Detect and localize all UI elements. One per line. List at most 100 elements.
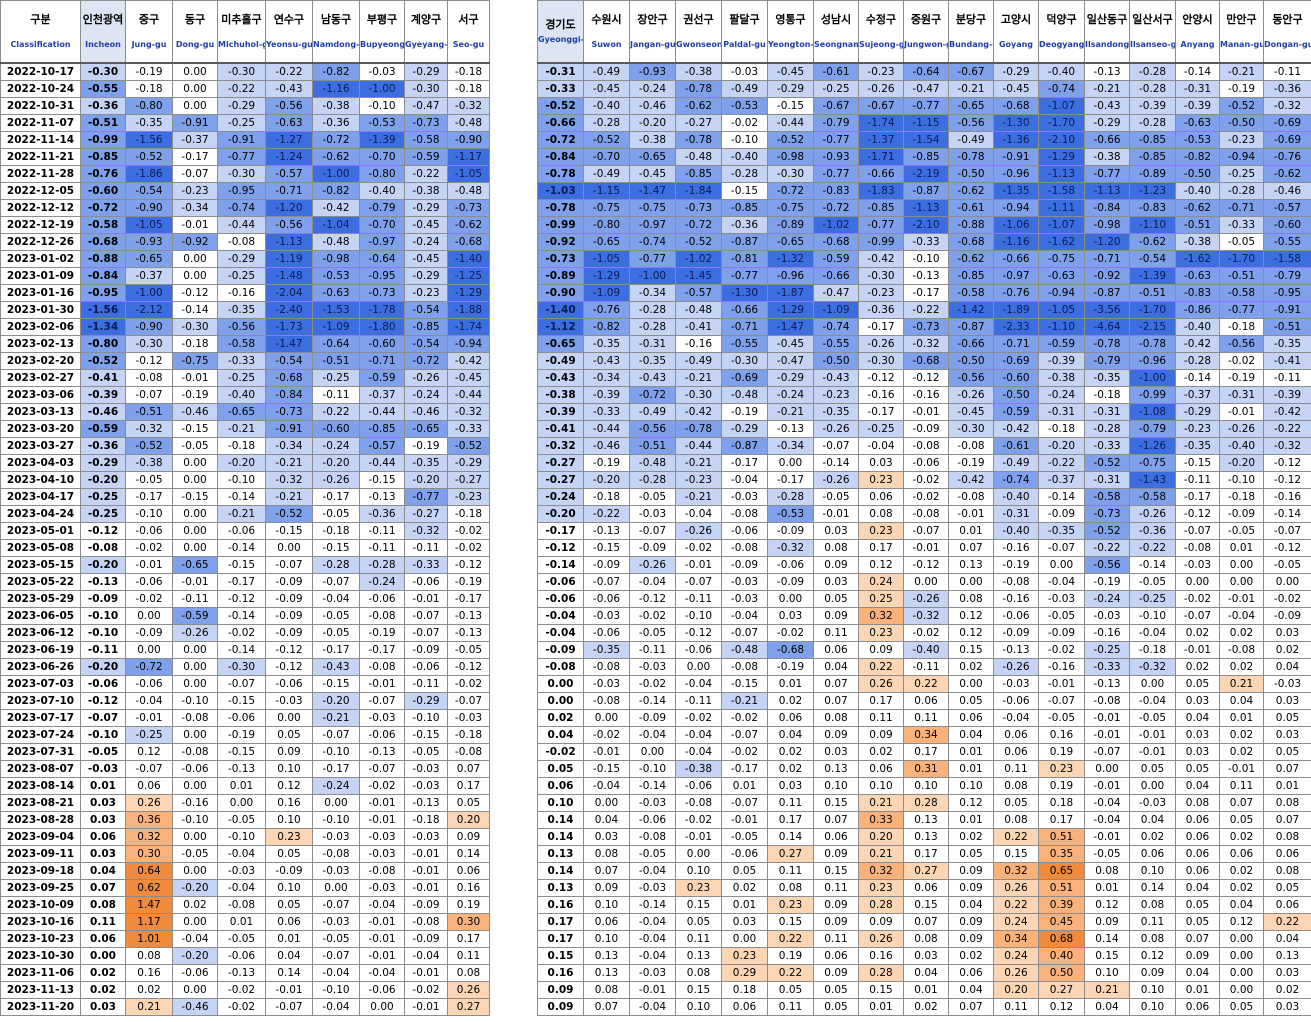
value-cell: 0.21 bbox=[858, 794, 904, 812]
value-cell: 0.00 bbox=[172, 726, 218, 744]
value-cell: -0.29 bbox=[404, 267, 448, 285]
value-cell: -0.07 bbox=[583, 573, 630, 591]
value-cell: -0.09 bbox=[1038, 624, 1085, 642]
value-cell: -0.26 bbox=[948, 386, 994, 404]
value-cell: -1.37 bbox=[858, 131, 904, 149]
value-cell: -0.29 bbox=[767, 80, 814, 98]
value-cell: 0.26 bbox=[993, 879, 1039, 897]
value-cell: -0.40 bbox=[1219, 437, 1264, 455]
value-cell: -0.49 bbox=[583, 165, 630, 183]
table-row: 2023-05-22 -0.13 -0.06 -0.01 -0.17 -0.09 -0.07… bbox=[0, 573, 490, 591]
aggregate-value-cell: -0.72 bbox=[80, 199, 126, 217]
table-row: 0.14 0.04 -0.06 -0.02 -0.01 0.17 0.07 0.33 0.13 0… bbox=[537, 811, 1311, 829]
value-cell: -0.12 bbox=[1175, 505, 1220, 523]
value-cell: -0.32 bbox=[447, 403, 490, 421]
value-cell: -0.69 bbox=[721, 369, 768, 387]
value-cell: -0.10 bbox=[172, 692, 218, 710]
value-cell: -0.44 bbox=[675, 437, 722, 455]
value-cell: -0.60 bbox=[312, 420, 360, 438]
value-cell: -0.87 bbox=[721, 233, 768, 251]
value-cell: -0.03 bbox=[217, 862, 266, 880]
table-row: 0.14 0.03 -0.08 -0.01 -0.05 0.14 0.06 0.20 0.13 0… bbox=[537, 828, 1311, 846]
table-row: -0.04 -0.03 -0.02 -0.10 -0.04 0.03 0.09 0.32 -0.… bbox=[537, 607, 1311, 625]
value-cell: -0.11 bbox=[675, 692, 722, 710]
value-cell: -0.31 bbox=[1038, 403, 1085, 421]
value-cell: -0.04 bbox=[675, 743, 722, 761]
value-cell: 0.02 bbox=[1263, 981, 1311, 999]
value-cell: -0.67 bbox=[858, 97, 904, 115]
value-cell: -0.10 bbox=[312, 743, 360, 761]
table-row: -0.66 -0.28 -0.20 -0.27 -0.02 -0.44 -0.79 -1.74… bbox=[537, 114, 1311, 132]
value-cell: -0.10 bbox=[721, 131, 768, 149]
value-cell: -0.05 bbox=[172, 437, 218, 455]
value-cell: 0.00 bbox=[1219, 964, 1264, 982]
row-date-label: 2023-11-20 bbox=[0, 998, 81, 1016]
value-cell: -0.01 bbox=[359, 811, 405, 829]
aggregate-value-cell: 0.07 bbox=[80, 879, 126, 897]
value-cell: -0.08 bbox=[903, 437, 949, 455]
value-cell: 0.00 bbox=[172, 658, 218, 676]
value-cell: 0.40 bbox=[1038, 947, 1085, 965]
value-cell: 0.01 bbox=[948, 522, 994, 540]
value-cell: -0.17 bbox=[1175, 488, 1220, 506]
row-date-label: 2023-07-24 bbox=[0, 726, 81, 744]
row-date-label: 2023-01-30 bbox=[0, 301, 81, 319]
value-cell: -0.83 bbox=[1129, 199, 1176, 217]
value-cell: -0.08 bbox=[583, 692, 630, 710]
value-cell: -0.18 bbox=[1129, 641, 1176, 659]
aggregate-value-cell: 0.05 bbox=[537, 760, 584, 778]
table-row: 2023-04-03 -0.29 -0.38 0.00 -0.20 -0.21 -0.20-… bbox=[0, 454, 490, 472]
value-cell: 0.02 bbox=[1219, 624, 1264, 642]
value-cell: -1.48 bbox=[265, 267, 313, 285]
value-cell: -0.01 bbox=[265, 981, 313, 999]
value-cell: -0.09 bbox=[903, 420, 949, 438]
value-cell: -0.77 bbox=[858, 216, 904, 234]
value-cell: -4.64 bbox=[1084, 318, 1130, 336]
value-cell: -0.09 bbox=[767, 522, 814, 540]
row-date-label: 2023-07-10 bbox=[0, 692, 81, 710]
aggregate-value-cell: -0.38 bbox=[537, 386, 584, 404]
aggregate-value-cell: -1.12 bbox=[537, 318, 584, 336]
value-cell: -1.84 bbox=[675, 182, 722, 200]
value-cell: -0.30 bbox=[858, 352, 904, 370]
value-cell: 0.23 bbox=[858, 471, 904, 489]
value-cell: -0.52 bbox=[767, 131, 814, 149]
column-header-dongan-gu: 동안구 Dongan-gu bbox=[1263, 0, 1311, 64]
value-cell: -0.10 bbox=[217, 828, 266, 846]
aggregate-value-cell: -0.41 bbox=[80, 369, 126, 387]
value-cell: -0.18 bbox=[447, 726, 490, 744]
value-cell: -0.03 bbox=[721, 590, 768, 608]
table-row: 2022-11-21 -0.85 -0.52 -0.17 -0.77 -1.24 -0.62… bbox=[0, 148, 490, 166]
table-row: -0.32 -0.46 -0.51 -0.44 -0.87 -0.34 -0.07 -0.04… bbox=[537, 437, 1311, 455]
value-cell: -0.12 bbox=[1263, 539, 1311, 557]
value-cell: -1.78 bbox=[359, 301, 405, 319]
value-cell: -0.13 bbox=[903, 267, 949, 285]
aggregate-value-cell: -0.39 bbox=[537, 403, 584, 421]
value-cell: -0.55 bbox=[1263, 233, 1311, 251]
value-cell: -0.08 bbox=[125, 369, 173, 387]
row-date-label: 2023-09-18 bbox=[0, 862, 81, 880]
value-cell: -0.32 bbox=[265, 471, 313, 489]
value-cell: -0.07 bbox=[1175, 522, 1220, 540]
value-cell: -0.11 bbox=[404, 539, 448, 557]
value-cell: -0.09 bbox=[629, 709, 676, 727]
value-cell: -2.10 bbox=[1038, 131, 1085, 149]
value-cell: -0.02 bbox=[675, 709, 722, 727]
value-cell: 0.09 bbox=[813, 913, 859, 931]
table-row: 2023-01-16 -0.95 -1.00 -0.12 -0.16 -2.04 -0.63… bbox=[0, 284, 490, 302]
value-cell: 0.04 bbox=[583, 811, 630, 829]
value-cell: -1.05 bbox=[1038, 301, 1085, 319]
value-cell: 0.08 bbox=[125, 947, 173, 965]
value-cell: -0.02 bbox=[583, 726, 630, 744]
value-cell: 0.17 bbox=[1038, 811, 1085, 829]
value-cell: -0.12 bbox=[125, 352, 173, 370]
table-row: -0.72 -0.52 -0.38 -0.78 -0.10 -0.52 -0.77 -1.37… bbox=[537, 131, 1311, 149]
value-cell: -0.40 bbox=[721, 148, 768, 166]
value-cell: 0.09 bbox=[813, 845, 859, 863]
value-cell: -0.62 bbox=[948, 250, 994, 268]
value-cell: 0.11 bbox=[903, 709, 949, 727]
aggregate-value-cell: -0.84 bbox=[80, 267, 126, 285]
value-cell: -0.21 bbox=[217, 420, 266, 438]
